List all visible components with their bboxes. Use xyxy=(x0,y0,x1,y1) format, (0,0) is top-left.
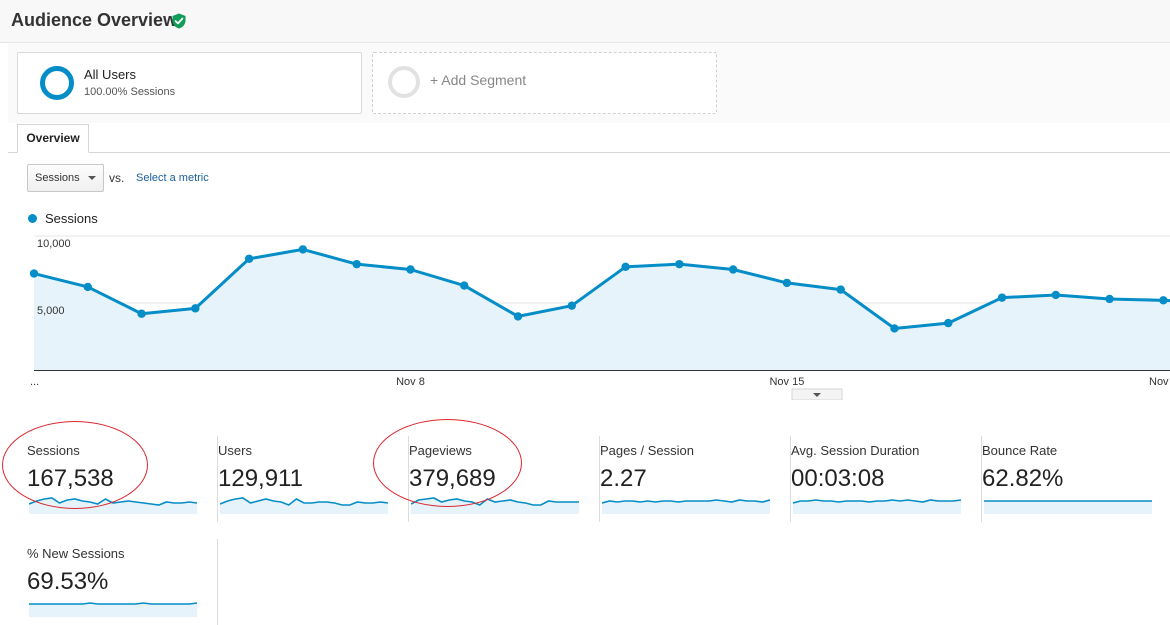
sparkline-line xyxy=(29,497,197,506)
metric-select[interactable]: Sessions xyxy=(27,164,104,192)
sessions-point xyxy=(675,259,684,269)
tab-overview[interactable]: Overview xyxy=(17,124,89,153)
x-tick-label: ... xyxy=(30,376,39,388)
sessions-point xyxy=(944,318,953,328)
empty-segment-ring-icon xyxy=(388,66,420,98)
scorecard-value: 379,689 xyxy=(409,465,496,492)
scorecard-label: Pages / Session xyxy=(600,443,694,458)
sessions-point xyxy=(1159,296,1168,305)
sessions-point xyxy=(137,309,146,318)
scorecard-value: 69.53% xyxy=(27,568,109,595)
sessions-point xyxy=(1051,290,1061,300)
scorecard-value: 00:03:08 xyxy=(791,465,885,492)
sessions-point xyxy=(567,301,576,310)
scorecard-sessions[interactable]: Sessions 167,538 xyxy=(27,436,218,522)
scorecard-avg-session-duration[interactable]: Avg. Session Duration 00:03:08 xyxy=(791,436,982,522)
sessions-point xyxy=(1105,294,1114,304)
vs-label: vs. xyxy=(109,171,125,185)
tabs-divider xyxy=(8,152,1170,153)
scorecard-pageviews[interactable]: Pageviews 379,689 xyxy=(409,436,600,522)
y-tick-label: 5,000 xyxy=(37,305,65,317)
sparkline xyxy=(602,499,770,514)
sessions-point xyxy=(460,281,469,290)
scorecard-label: % New Sessions xyxy=(27,546,125,561)
scorecard-label: Avg. Session Duration xyxy=(791,443,920,458)
add-segment-button[interactable] xyxy=(372,52,717,114)
sparkline-area xyxy=(411,498,579,514)
scorecard-label: Sessions xyxy=(27,443,80,458)
sparkline-area xyxy=(602,500,770,514)
sessions-point xyxy=(83,282,92,292)
sparkline-line xyxy=(793,499,961,504)
sessions-point xyxy=(890,324,899,333)
expand-arrow-icon xyxy=(813,393,821,397)
sessions-point xyxy=(513,312,523,321)
segment-name: All Users xyxy=(84,67,137,82)
sparkline xyxy=(220,497,388,514)
scorecard-value: 167,538 xyxy=(27,465,114,492)
scorecard-label: Users xyxy=(218,443,252,458)
scorecards: Sessions 167,538 Users 129,911 Pageviews 379,… xyxy=(0,419,1170,625)
header-bar xyxy=(0,0,1170,43)
sparkline-line xyxy=(29,602,197,605)
scorecard-users[interactable]: Users 129,911 xyxy=(218,436,409,522)
sparkline xyxy=(984,500,1152,514)
sparkline-area xyxy=(793,500,961,514)
x-tick-label: Nov 15 xyxy=(769,376,804,388)
sessions-point xyxy=(836,285,845,294)
sparkline-area xyxy=(29,603,197,617)
scorecard-value: 62.82% xyxy=(982,465,1064,492)
sparkline-area xyxy=(29,498,197,514)
scorecard-pages-session[interactable]: Pages / Session 2.27 xyxy=(600,436,791,522)
sparkline xyxy=(793,499,961,514)
segment-card-all-users[interactable] xyxy=(17,52,362,114)
sessions-point xyxy=(244,254,254,263)
segment-ring-icon xyxy=(40,66,74,100)
sparkline-area xyxy=(220,498,388,514)
sessions-point xyxy=(29,269,39,278)
scorecard-bounce-rate[interactable]: Bounce Rate 62.82% xyxy=(982,436,1170,522)
x-tick-label: Nov 8 xyxy=(396,376,425,388)
sparkline xyxy=(411,497,579,514)
segment-detail: 100.00% Sessions xyxy=(84,86,176,98)
chevron-down-icon xyxy=(88,176,96,180)
sessions-point xyxy=(728,265,738,274)
sparkline xyxy=(29,497,197,514)
sparkline-line xyxy=(411,497,579,506)
sparkline-area xyxy=(984,501,1152,514)
sessions-point xyxy=(997,293,1007,302)
sessions-point xyxy=(406,265,415,274)
sessions-area xyxy=(34,249,1170,370)
add-segment-label: + Add Segment xyxy=(430,72,527,88)
sessions-point xyxy=(298,245,308,254)
verified-shield-icon xyxy=(172,13,186,29)
scorecard-value: 2.27 xyxy=(600,465,647,492)
legend-label: Sessions xyxy=(45,211,98,226)
sessions-chart: 10,000 5,000... Nov 8 Nov 15 Nov 2 xyxy=(29,235,1170,400)
x-tick-label: Nov 2 xyxy=(1149,376,1170,388)
sparkline-line xyxy=(602,499,770,504)
scorecard-label: Pageviews xyxy=(409,443,472,458)
metric-select-value: Sessions xyxy=(35,172,80,184)
sparkline xyxy=(29,602,197,617)
scorecard-label: Bounce Rate xyxy=(982,443,1058,458)
select-metric-link[interactable]: Select a metric xyxy=(136,172,209,184)
sessions-point xyxy=(782,278,792,288)
scorecard-value: 129,911 xyxy=(218,465,303,492)
sessions-point xyxy=(621,262,630,272)
y-tick-label: 10,000 xyxy=(37,238,71,250)
scorecard-new-sessions[interactable]: % New Sessions 69.53% xyxy=(27,539,218,625)
sessions-point xyxy=(352,259,361,269)
sessions-point xyxy=(191,304,200,313)
sparkline-line xyxy=(220,497,388,506)
page-title: Audience Overview xyxy=(11,10,178,30)
legend-dot-icon xyxy=(28,214,37,223)
